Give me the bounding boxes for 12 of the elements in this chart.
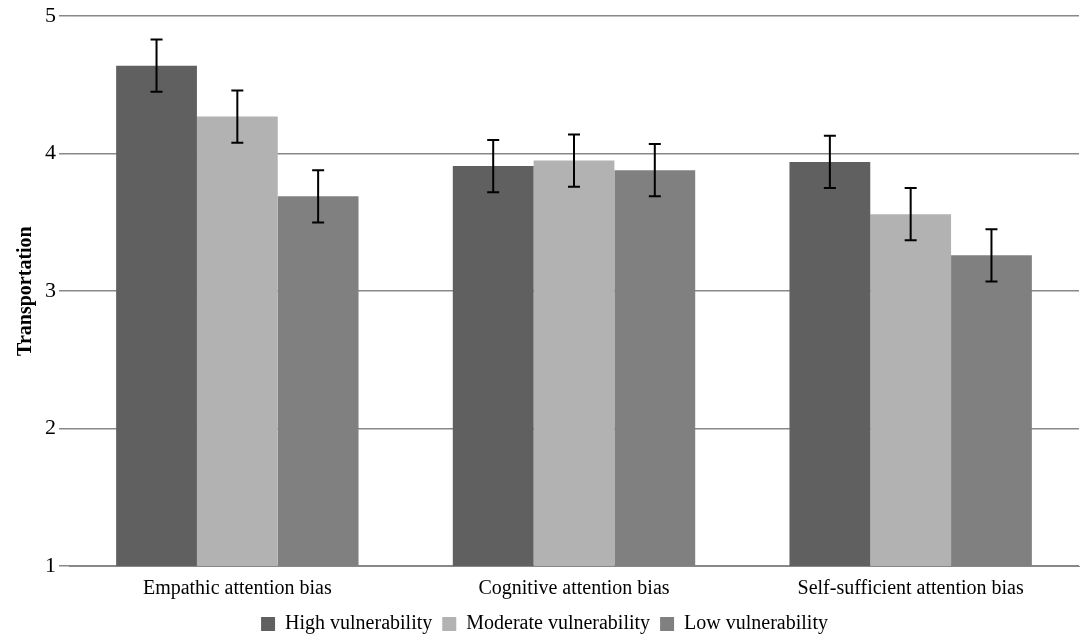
y-tick-label: 4	[45, 139, 56, 165]
legend-label: High vulnerability	[285, 611, 433, 635]
y-tick-label: 3	[45, 276, 56, 302]
x-tick-label: Self-sufficient attention bias	[797, 576, 1024, 599]
y-tick-label: 2	[45, 414, 56, 440]
y-tick-label: 5	[45, 1, 56, 27]
x-tick-label: Cognitive attention bias	[478, 576, 670, 600]
y-axis-title: Transportation	[13, 226, 37, 356]
y-tick-label: 1	[45, 551, 56, 577]
x-tick-label: Empathic attention bias	[142, 576, 332, 600]
legend-label: Low vulnerability	[684, 611, 828, 635]
legend-label: Moderate vulnerability	[466, 611, 651, 635]
